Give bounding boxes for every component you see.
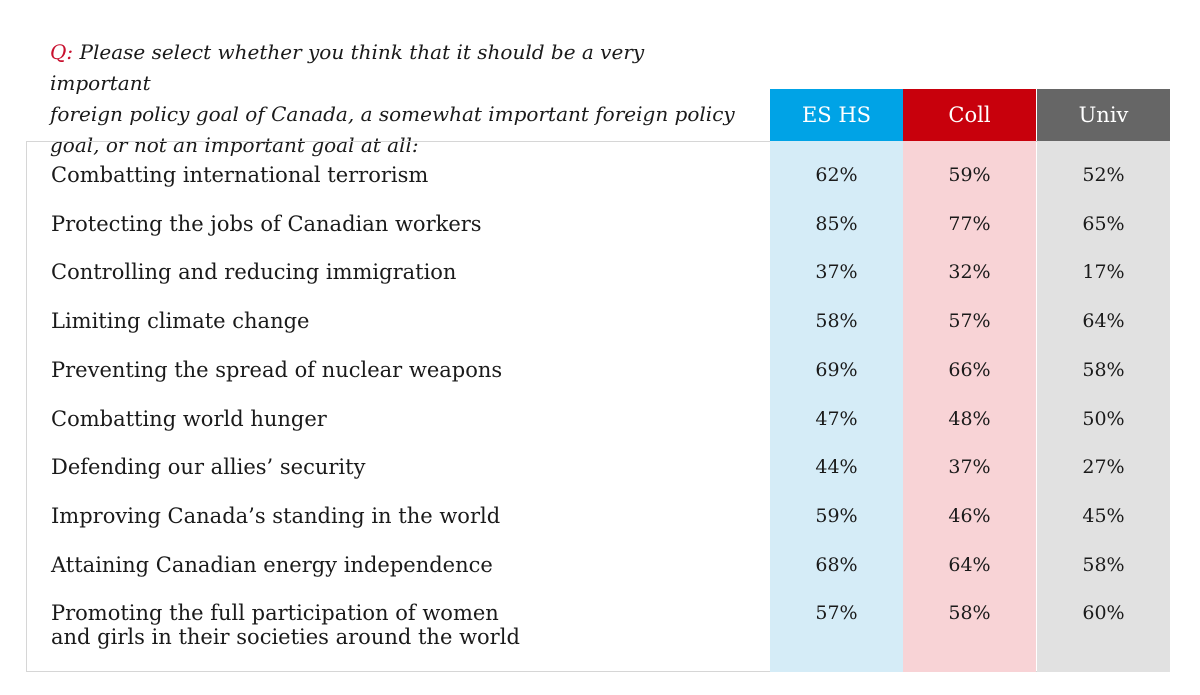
column-header-coll: Coll	[903, 89, 1036, 141]
value-cell-coll: 59%	[948, 164, 991, 186]
row-label: Combatting international terrorism	[51, 163, 429, 187]
value-cell-es-hs: 37%	[815, 261, 858, 284]
question-text: Q: Please select whether you think that …	[50, 37, 750, 161]
column-header-univ: Univ	[1037, 89, 1170, 141]
row-label: Controlling and reducing immigration	[51, 260, 457, 285]
value-cell-es-hs: 58%	[815, 310, 858, 333]
row-label: Protecting the jobs of Canadian workers	[51, 211, 482, 236]
value-cell-es-hs: 57%	[815, 602, 858, 625]
row-label: Preventing the spread of nuclear weapons	[51, 357, 503, 382]
value-cell-univ: 27%	[1082, 456, 1125, 479]
question-prefix: Q:	[50, 40, 74, 64]
row-label: Promoting the full participation of wome…	[51, 601, 520, 650]
value-cell-univ: 45%	[1082, 504, 1125, 527]
question-body: Please select whether you think that it …	[50, 40, 735, 157]
value-cell-es-hs: 68%	[815, 553, 858, 576]
row-label: Attaining Canadian energy independence	[51, 552, 493, 577]
value-cell-coll: 58%	[948, 602, 991, 625]
value-cell-es-hs: 69%	[815, 358, 858, 381]
value-cell-es-hs: 44%	[815, 456, 858, 479]
value-cell-univ: 17%	[1082, 261, 1125, 284]
value-cell-univ: 58%	[1082, 358, 1125, 381]
value-cell-coll: 66%	[948, 358, 991, 381]
value-cell-univ: 52%	[1082, 164, 1125, 186]
column-header-es-hs: ES HS	[770, 89, 903, 141]
row-label: Improving Canada’s standing in the world	[51, 503, 501, 528]
row-label: Combatting world hunger	[51, 406, 327, 431]
column-background-es-hs	[770, 141, 903, 672]
value-cell-es-hs: 59%	[815, 504, 858, 527]
row-label: Limiting climate change	[51, 309, 310, 334]
value-cell-univ: 65%	[1082, 212, 1125, 235]
value-cell-coll: 77%	[948, 212, 991, 235]
column-background-univ	[1037, 141, 1170, 672]
value-cell-univ: 50%	[1082, 407, 1125, 430]
column-background-coll	[903, 141, 1036, 672]
value-cell-es-hs: 47%	[815, 407, 858, 430]
value-cell-es-hs: 62%	[815, 164, 858, 186]
value-cell-coll: 46%	[948, 504, 991, 527]
value-cell-coll: 57%	[948, 310, 991, 333]
value-cell-coll: 48%	[948, 407, 991, 430]
value-cell-univ: 58%	[1082, 553, 1125, 576]
value-cell-coll: 64%	[948, 553, 991, 576]
value-cell-es-hs: 85%	[815, 212, 858, 235]
value-cell-univ: 60%	[1082, 602, 1125, 625]
value-cell-univ: 64%	[1082, 310, 1125, 333]
value-cell-coll: 32%	[948, 261, 991, 284]
row-label: Defending our allies’ security	[51, 455, 366, 480]
value-cell-coll: 37%	[948, 456, 991, 479]
